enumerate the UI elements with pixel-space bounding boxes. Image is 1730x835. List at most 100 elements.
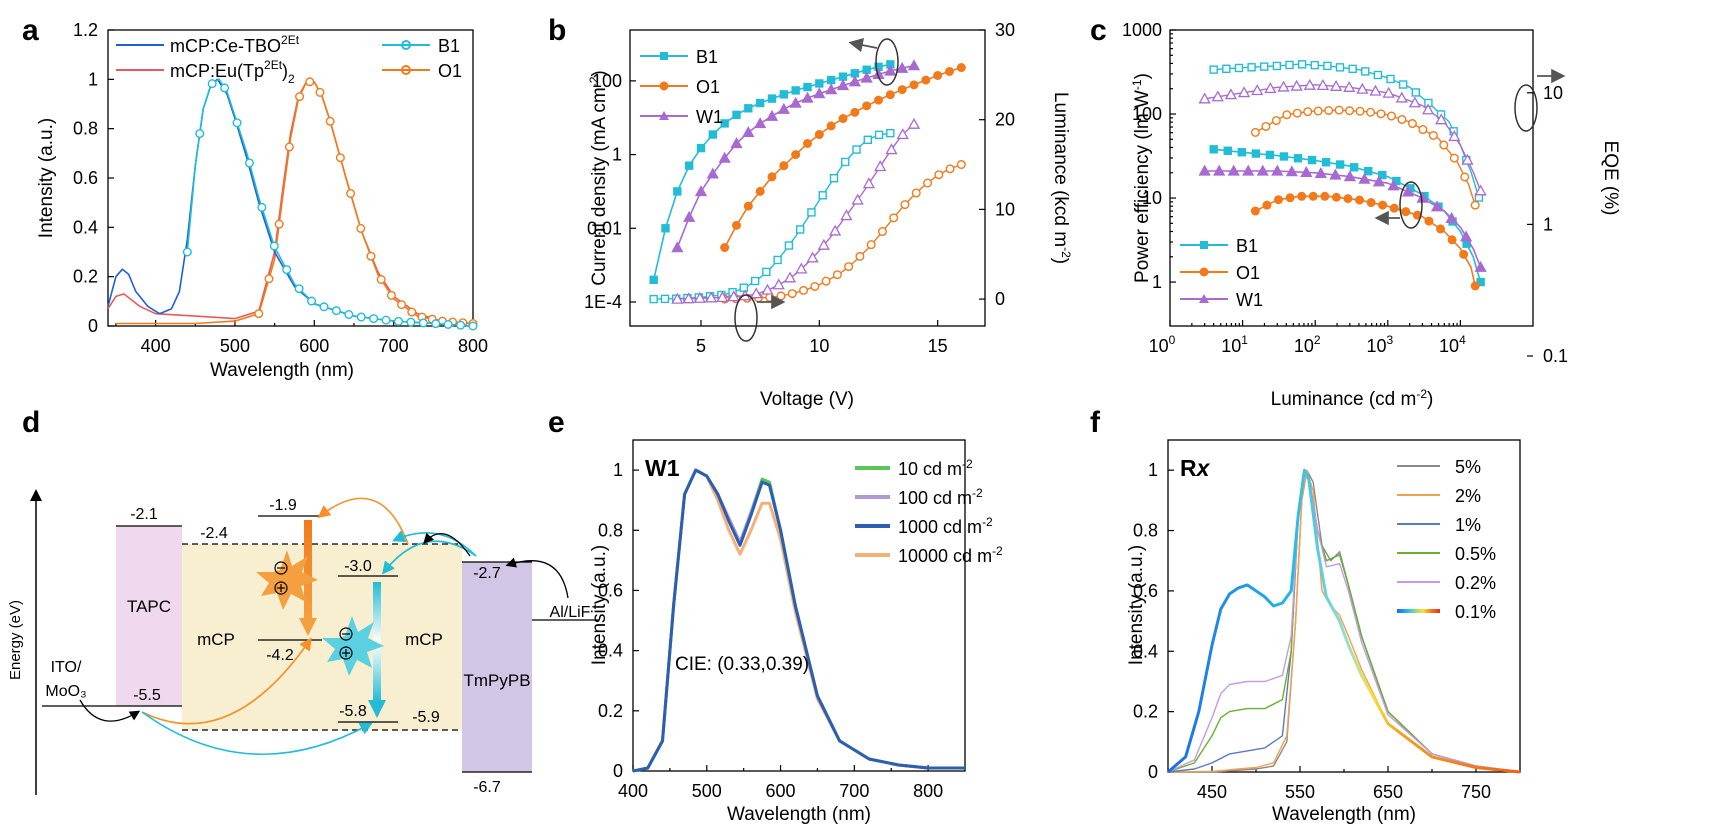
series-marker-b1-luminance — [829, 174, 839, 183]
series-marker-b1 — [220, 83, 230, 93]
panel-c-ylabel-right: EQE (%) — [1600, 141, 1621, 216]
series-marker-o1-eqe — [1292, 108, 1302, 118]
panel-letter-c: c — [1090, 14, 1107, 47]
series-marker-o1-current — [720, 243, 730, 253]
x-tick-label: 450 — [1197, 782, 1227, 802]
panel-b-legend: B1 O1 W1 — [640, 47, 723, 127]
series-marker-o1-eqe — [1345, 106, 1355, 116]
series-marker-o1 — [325, 116, 335, 126]
series-marker-w1-luminance — [716, 291, 729, 303]
series-marker-w1-pe — [1271, 164, 1284, 176]
legend-label-01: 0.1% — [1455, 602, 1496, 622]
electron-transfer-eu-arrow — [317, 497, 409, 545]
legend-label-o1: O1 — [1236, 263, 1260, 283]
legend-label-o1: O1 — [438, 61, 462, 81]
series-marker-w1-current — [694, 185, 708, 197]
x-tick-label: 600 — [299, 336, 329, 356]
series-marker-b1-current — [696, 143, 706, 153]
x-tick-label: 15 — [928, 336, 948, 356]
series-marker-w1-eqe — [1343, 80, 1356, 92]
series-marker-w1-luminance — [671, 292, 684, 304]
series-marker-b1-current — [732, 110, 741, 119]
series-marker-w1-current — [683, 210, 696, 222]
y-tick-label: 1.2 — [73, 20, 98, 40]
series-marker-o1-eqe — [1355, 106, 1365, 116]
panel-b-curves — [649, 59, 966, 304]
legend-label-10: 10 cd m-2 — [898, 457, 973, 479]
series-marker-b1-luminance — [852, 145, 861, 154]
series-marker-b1-luminance — [784, 241, 794, 250]
series-marker-b1-eqe — [1209, 65, 1218, 74]
series-marker-o1-luminance — [900, 200, 910, 210]
panel-c: c 100 101 102 103 104 1 10 100 1000 0.1 1 10 Lumina… — [1090, 14, 1621, 410]
level-value-mcp-homo: -5.9 — [412, 709, 440, 726]
series-marker-b1 — [331, 306, 341, 316]
ce-exciton-star — [322, 616, 384, 676]
series-marker-b1-current — [779, 90, 789, 99]
electron-icon — [274, 561, 288, 575]
y-tick-label: 0 — [1148, 762, 1158, 782]
series-marker-b1 — [369, 314, 379, 324]
series-marker-b1-pe — [1349, 163, 1359, 172]
x-tick-label: 10 — [809, 336, 829, 356]
series-marker-b1-eqe — [1335, 63, 1345, 72]
series-marker-b1-current — [803, 82, 812, 92]
series-marker-b1-pe — [1237, 148, 1247, 157]
y-right-tick-label: 1 — [1543, 214, 1553, 234]
series-marker-w1-luminance — [750, 287, 763, 299]
series-marker-b1-current — [826, 75, 836, 85]
series-marker-b1-eqe — [1348, 64, 1357, 74]
level-value-eu-homo: -4.2 — [266, 647, 294, 664]
series-marker-b1-luminance — [649, 294, 658, 304]
y-right-tick-label: 0.1 — [1543, 346, 1568, 366]
series-marker-o1-luminance — [945, 164, 955, 174]
panel-a-ticks: 400 500 600 700 800 0 0.2 0.4 0.6 0.8 1 1.2 — [73, 20, 488, 356]
series-marker-w1-pe — [1387, 179, 1400, 191]
series-marker-b1-eqe — [1386, 74, 1395, 84]
series-marker-o1-pe — [1274, 195, 1284, 205]
legend-marker-o1 — [401, 65, 411, 75]
series-marker-w1-current — [754, 117, 767, 129]
series-marker-b1-eqe — [1310, 60, 1319, 70]
series-marker-b1-luminance — [739, 283, 749, 292]
series-marker-o1 — [335, 153, 345, 163]
series-marker-w1-pe — [1213, 164, 1226, 176]
x-tick-label: 600 — [766, 781, 796, 801]
series-marker-o1-current — [921, 75, 931, 85]
panel-d-ylabel: Energy (eV) — [7, 600, 24, 680]
series-marker-o1-current — [909, 80, 919, 90]
series-marker-b1-pe — [1335, 160, 1345, 169]
series-marker-o1-eqe — [1313, 106, 1323, 116]
series-marker-w1-luminance — [829, 224, 842, 236]
series-marker-w1-pe — [1227, 164, 1240, 176]
series-marker-w1-pe — [1314, 167, 1327, 179]
series-marker-o1 — [356, 223, 366, 233]
series-marker-o1-eqe — [1460, 172, 1470, 182]
hole-icon — [274, 581, 288, 595]
level-value-eu-lumo: -1.9 — [269, 497, 297, 514]
series-marker-o1 — [274, 219, 284, 229]
series-marker-o1-current — [897, 85, 907, 95]
x-tick-label: 102 — [1294, 333, 1321, 356]
series-marker-o1-luminance — [923, 178, 933, 188]
y-tick-label: 0.2 — [73, 267, 98, 287]
series-marker-w1-eqe — [1408, 96, 1422, 108]
series-marker-o1 — [346, 189, 356, 199]
series-marker-b1 — [182, 247, 192, 257]
series-marker-w1-eqe — [1303, 78, 1316, 90]
y-tick-label: 0.6 — [1133, 581, 1158, 601]
series-line-b1 — [186, 78, 474, 327]
series-marker-o1 — [407, 307, 417, 317]
series-marker-b1 — [269, 241, 279, 251]
series-marker-o1-current — [803, 138, 813, 148]
series-marker-b1-eqe — [1361, 67, 1370, 76]
layer-label-mcp-left: mCP — [197, 630, 235, 649]
series-marker-w1-eqe — [1211, 90, 1224, 102]
series-marker-w1-luminance — [682, 292, 695, 304]
series-marker-o1-luminance — [799, 285, 809, 295]
series-marker-o1-pe — [1401, 207, 1411, 217]
electrode-label-al: Al/LiF — [550, 604, 591, 621]
series-marker-w1-luminance — [705, 291, 718, 303]
series-marker-b1-pe — [1251, 149, 1261, 158]
series-marker-b1-luminance — [818, 191, 827, 200]
